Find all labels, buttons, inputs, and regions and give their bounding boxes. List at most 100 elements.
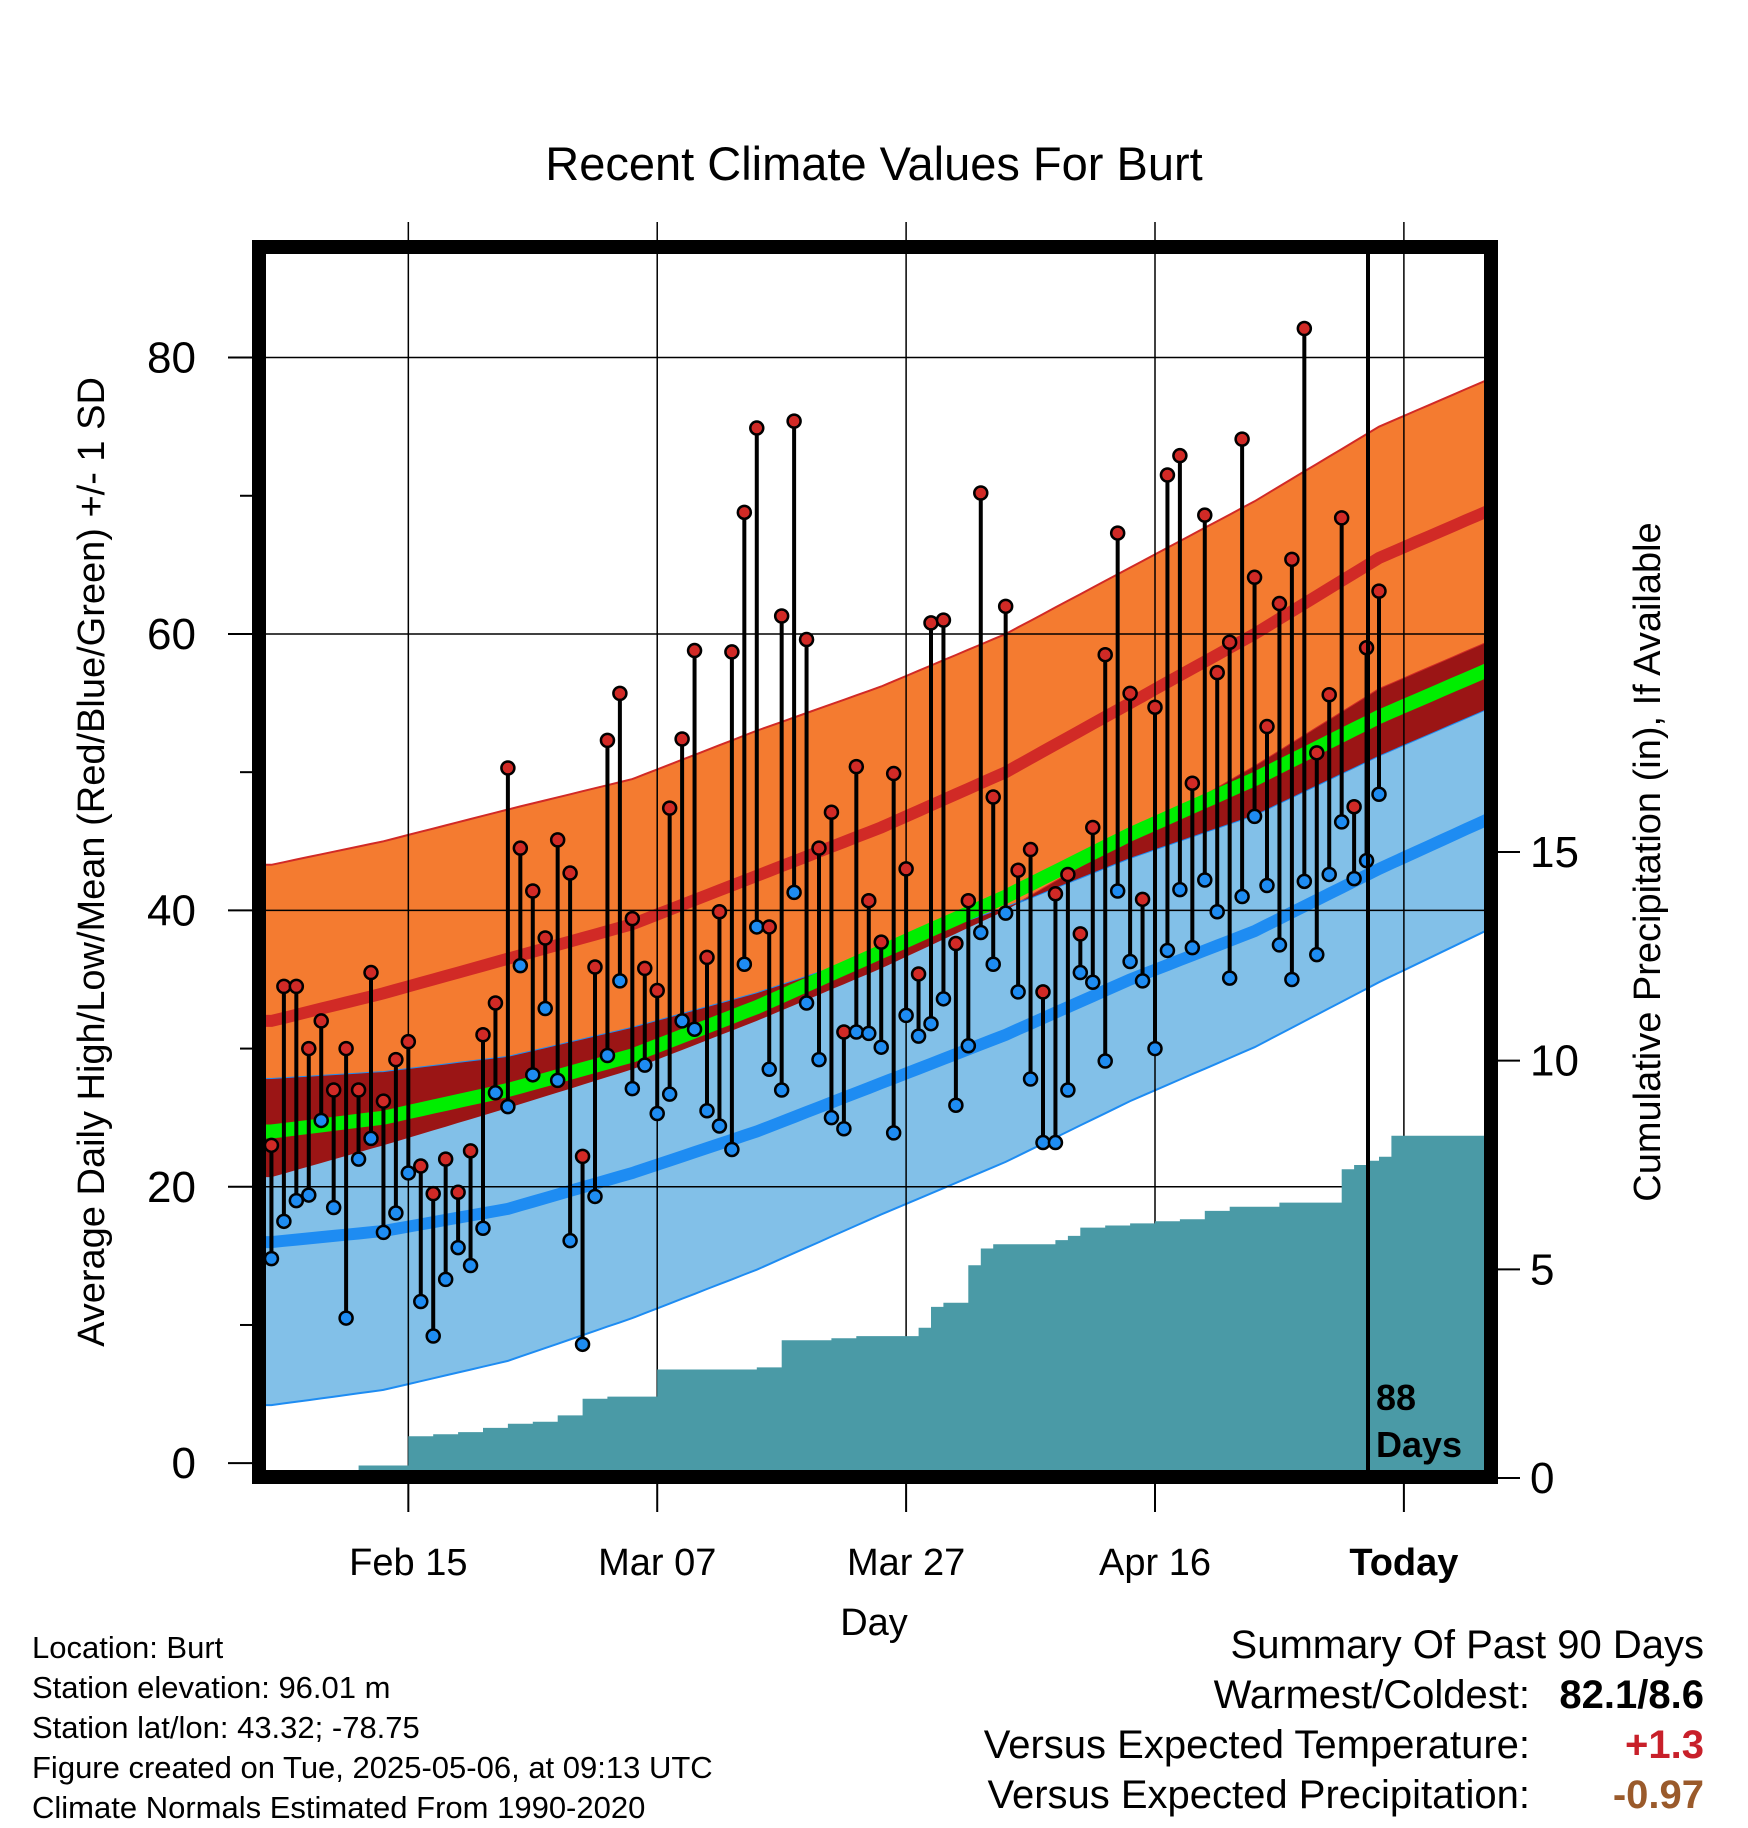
day-pair — [761, 919, 777, 1078]
day-pair — [823, 804, 840, 1126]
y2-axis-label: Cumulative Precipitation (in), If Availa… — [1627, 522, 1669, 1201]
day-pair — [935, 612, 952, 1007]
day-pair — [997, 598, 1014, 921]
low-point — [437, 1271, 454, 1288]
low-point — [475, 1220, 491, 1236]
day-pair — [301, 1040, 317, 1203]
day-pair — [923, 615, 939, 1032]
precipitation-label: Versus Expected Precipitation: — [987, 1773, 1530, 1817]
info-location: Location: Burt — [32, 1630, 224, 1665]
x-tick-label: Mar 27 — [847, 1542, 965, 1584]
low-point — [923, 1015, 939, 1032]
day-pair — [1047, 886, 1064, 1151]
plot-area — [259, 377, 1491, 1407]
day-pair — [375, 1093, 392, 1241]
low-point — [487, 1085, 504, 1101]
low-point — [525, 1067, 541, 1083]
low-point — [1072, 964, 1089, 981]
temperature-value: +1.3 — [1625, 1723, 1704, 1767]
day-pair — [661, 800, 678, 1102]
day-pair — [562, 865, 578, 1249]
low-point — [811, 1051, 827, 1068]
day-pair — [1284, 551, 1300, 988]
day-pair — [1321, 687, 1337, 883]
high-point — [599, 732, 616, 749]
high-point — [1209, 664, 1225, 681]
low-point — [1047, 1134, 1064, 1151]
low-point — [898, 1007, 914, 1024]
plot-frame — [252, 240, 1498, 1484]
day-pair — [736, 504, 753, 973]
high-point — [885, 765, 902, 782]
high-point — [1134, 891, 1151, 908]
day-pair — [487, 995, 504, 1101]
low-point — [500, 1098, 516, 1115]
day-pair — [836, 1024, 852, 1137]
high-point — [587, 959, 603, 975]
day-pair — [338, 1040, 354, 1326]
high-point — [861, 892, 877, 909]
high-point — [1085, 819, 1101, 836]
low-point — [973, 924, 989, 941]
day-pair — [773, 608, 790, 1098]
high-point — [612, 685, 628, 702]
low-point — [1134, 973, 1151, 989]
x-tick-label: Feb 15 — [349, 1542, 467, 1584]
high-point — [736, 504, 753, 521]
day-pair — [475, 1027, 491, 1236]
day-pair — [587, 959, 603, 1205]
day-pair — [537, 930, 553, 1017]
low-point — [798, 995, 815, 1011]
high-point — [674, 731, 690, 747]
low-point — [1085, 974, 1101, 990]
day-pair — [699, 949, 715, 1119]
low-point — [749, 919, 765, 935]
high-point — [724, 644, 740, 660]
low-point — [910, 1028, 927, 1044]
day-pair — [1234, 431, 1250, 905]
high-point — [836, 1024, 852, 1040]
x-axis-label: Day — [840, 1602, 908, 1644]
low-point — [599, 1047, 616, 1064]
low-point — [363, 1130, 379, 1147]
day-pair — [985, 789, 1001, 973]
low-point — [761, 1061, 777, 1078]
day-pair — [1346, 798, 1362, 887]
high-point — [1097, 646, 1113, 663]
high-point — [985, 789, 1001, 805]
low-point — [1010, 984, 1026, 1000]
day-pair — [686, 642, 703, 1037]
day-pair — [325, 1082, 342, 1216]
high-point — [1333, 510, 1350, 526]
day-pair — [749, 420, 765, 935]
high-point — [574, 1148, 591, 1165]
high-normal-line — [259, 503, 1491, 1027]
mean-normal-line — [259, 661, 1491, 1139]
chart-title: Recent Climate Values For Burt — [545, 137, 1202, 190]
high-point — [1122, 685, 1138, 702]
low-point — [450, 1239, 466, 1256]
day-pair — [1159, 467, 1176, 959]
high-point — [1234, 431, 1250, 447]
daily-observations — [263, 320, 1387, 1353]
high-point — [1284, 551, 1300, 568]
low-point — [1309, 946, 1325, 963]
low-point — [612, 973, 628, 989]
low-point — [375, 1224, 392, 1241]
high-point — [811, 840, 827, 856]
high-point — [263, 1137, 280, 1154]
y2-tick-label: 0 — [1530, 1454, 1554, 1503]
day-pair — [462, 1143, 479, 1274]
low-point — [1197, 872, 1213, 888]
day-pair — [276, 978, 292, 1230]
high-point — [325, 1082, 342, 1098]
day-pair — [574, 1148, 591, 1353]
summary-panel: Summary Of Past 90 Days Warmest/Coldest:… — [984, 1620, 1704, 1820]
low-point — [1234, 888, 1250, 905]
high-point — [873, 934, 889, 950]
day-pair — [1184, 775, 1201, 956]
day-pair — [525, 883, 541, 1083]
day-pair — [674, 731, 690, 1029]
high-point — [686, 642, 703, 659]
precip-fill — [271, 1135, 1491, 1478]
